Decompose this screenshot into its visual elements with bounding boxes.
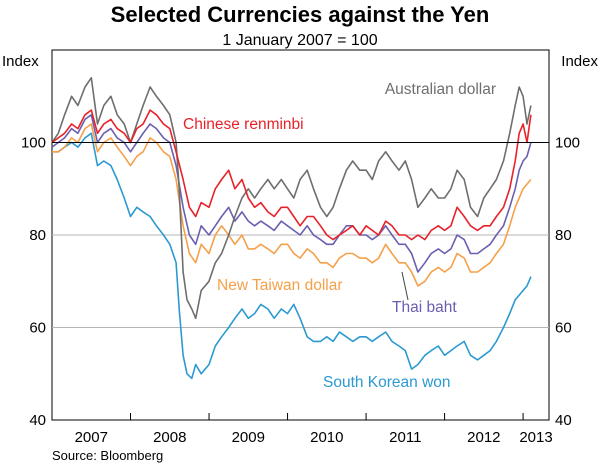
label-chinese-renminbi: Chinese renminbi <box>183 116 304 133</box>
y-tick-right-80: 80 <box>555 227 572 244</box>
y-tick-left-60: 60 <box>29 320 46 337</box>
x-tick-label-2007: 2007 <box>75 429 108 446</box>
x-tick-labels: 2007 2008 2009 2010 2011 2012 2013 <box>75 413 553 446</box>
y-tick-right-40: 40 <box>555 412 572 429</box>
y-tick-left-40: 40 <box>29 412 46 429</box>
y-tick-right-100: 100 <box>555 135 580 152</box>
chart-title: Selected Currencies against the Yen <box>111 2 490 27</box>
y-tick-right-60: 60 <box>555 320 572 337</box>
label-thai-baht: Thai baht <box>392 299 457 316</box>
label-new-taiwan-dollar: New Taiwan dollar <box>217 277 343 294</box>
label-south-korean-won: South Korean won <box>323 374 451 391</box>
series-line-new-taiwan-dollar <box>52 123 532 287</box>
x-tick-label-2011: 2011 <box>389 429 421 446</box>
y-axis-label-right: Index <box>561 53 598 70</box>
series-group <box>51 77 532 380</box>
series-line-thai-baht <box>51 114 532 273</box>
series-line-australian-dollar <box>51 77 532 320</box>
y-tick-left-80: 80 <box>29 227 46 244</box>
thai-baht-pointer <box>401 271 409 301</box>
series-line-south-korean-won <box>52 132 532 380</box>
y-tick-left-100: 100 <box>21 135 46 152</box>
label-australian-dollar: Australian dollar <box>385 81 496 98</box>
x-tick-label-2009: 2009 <box>232 429 265 446</box>
x-tick-label-2008: 2008 <box>153 429 186 446</box>
source-note: Source: Bloomberg <box>52 448 163 463</box>
chart-subtitle: 1 January 2007 = 100 <box>222 32 377 49</box>
y-axis-label-left: Index <box>2 53 39 70</box>
x-tick-label-2012: 2012 <box>467 429 500 446</box>
y-tick-labels: 40 40 60 60 80 80 100 100 <box>21 135 580 430</box>
x-tick-label-2013: 2013 <box>519 429 552 446</box>
series-line-chinese-renminbi <box>51 109 532 241</box>
x-tick-label-2010: 2010 <box>310 429 343 446</box>
